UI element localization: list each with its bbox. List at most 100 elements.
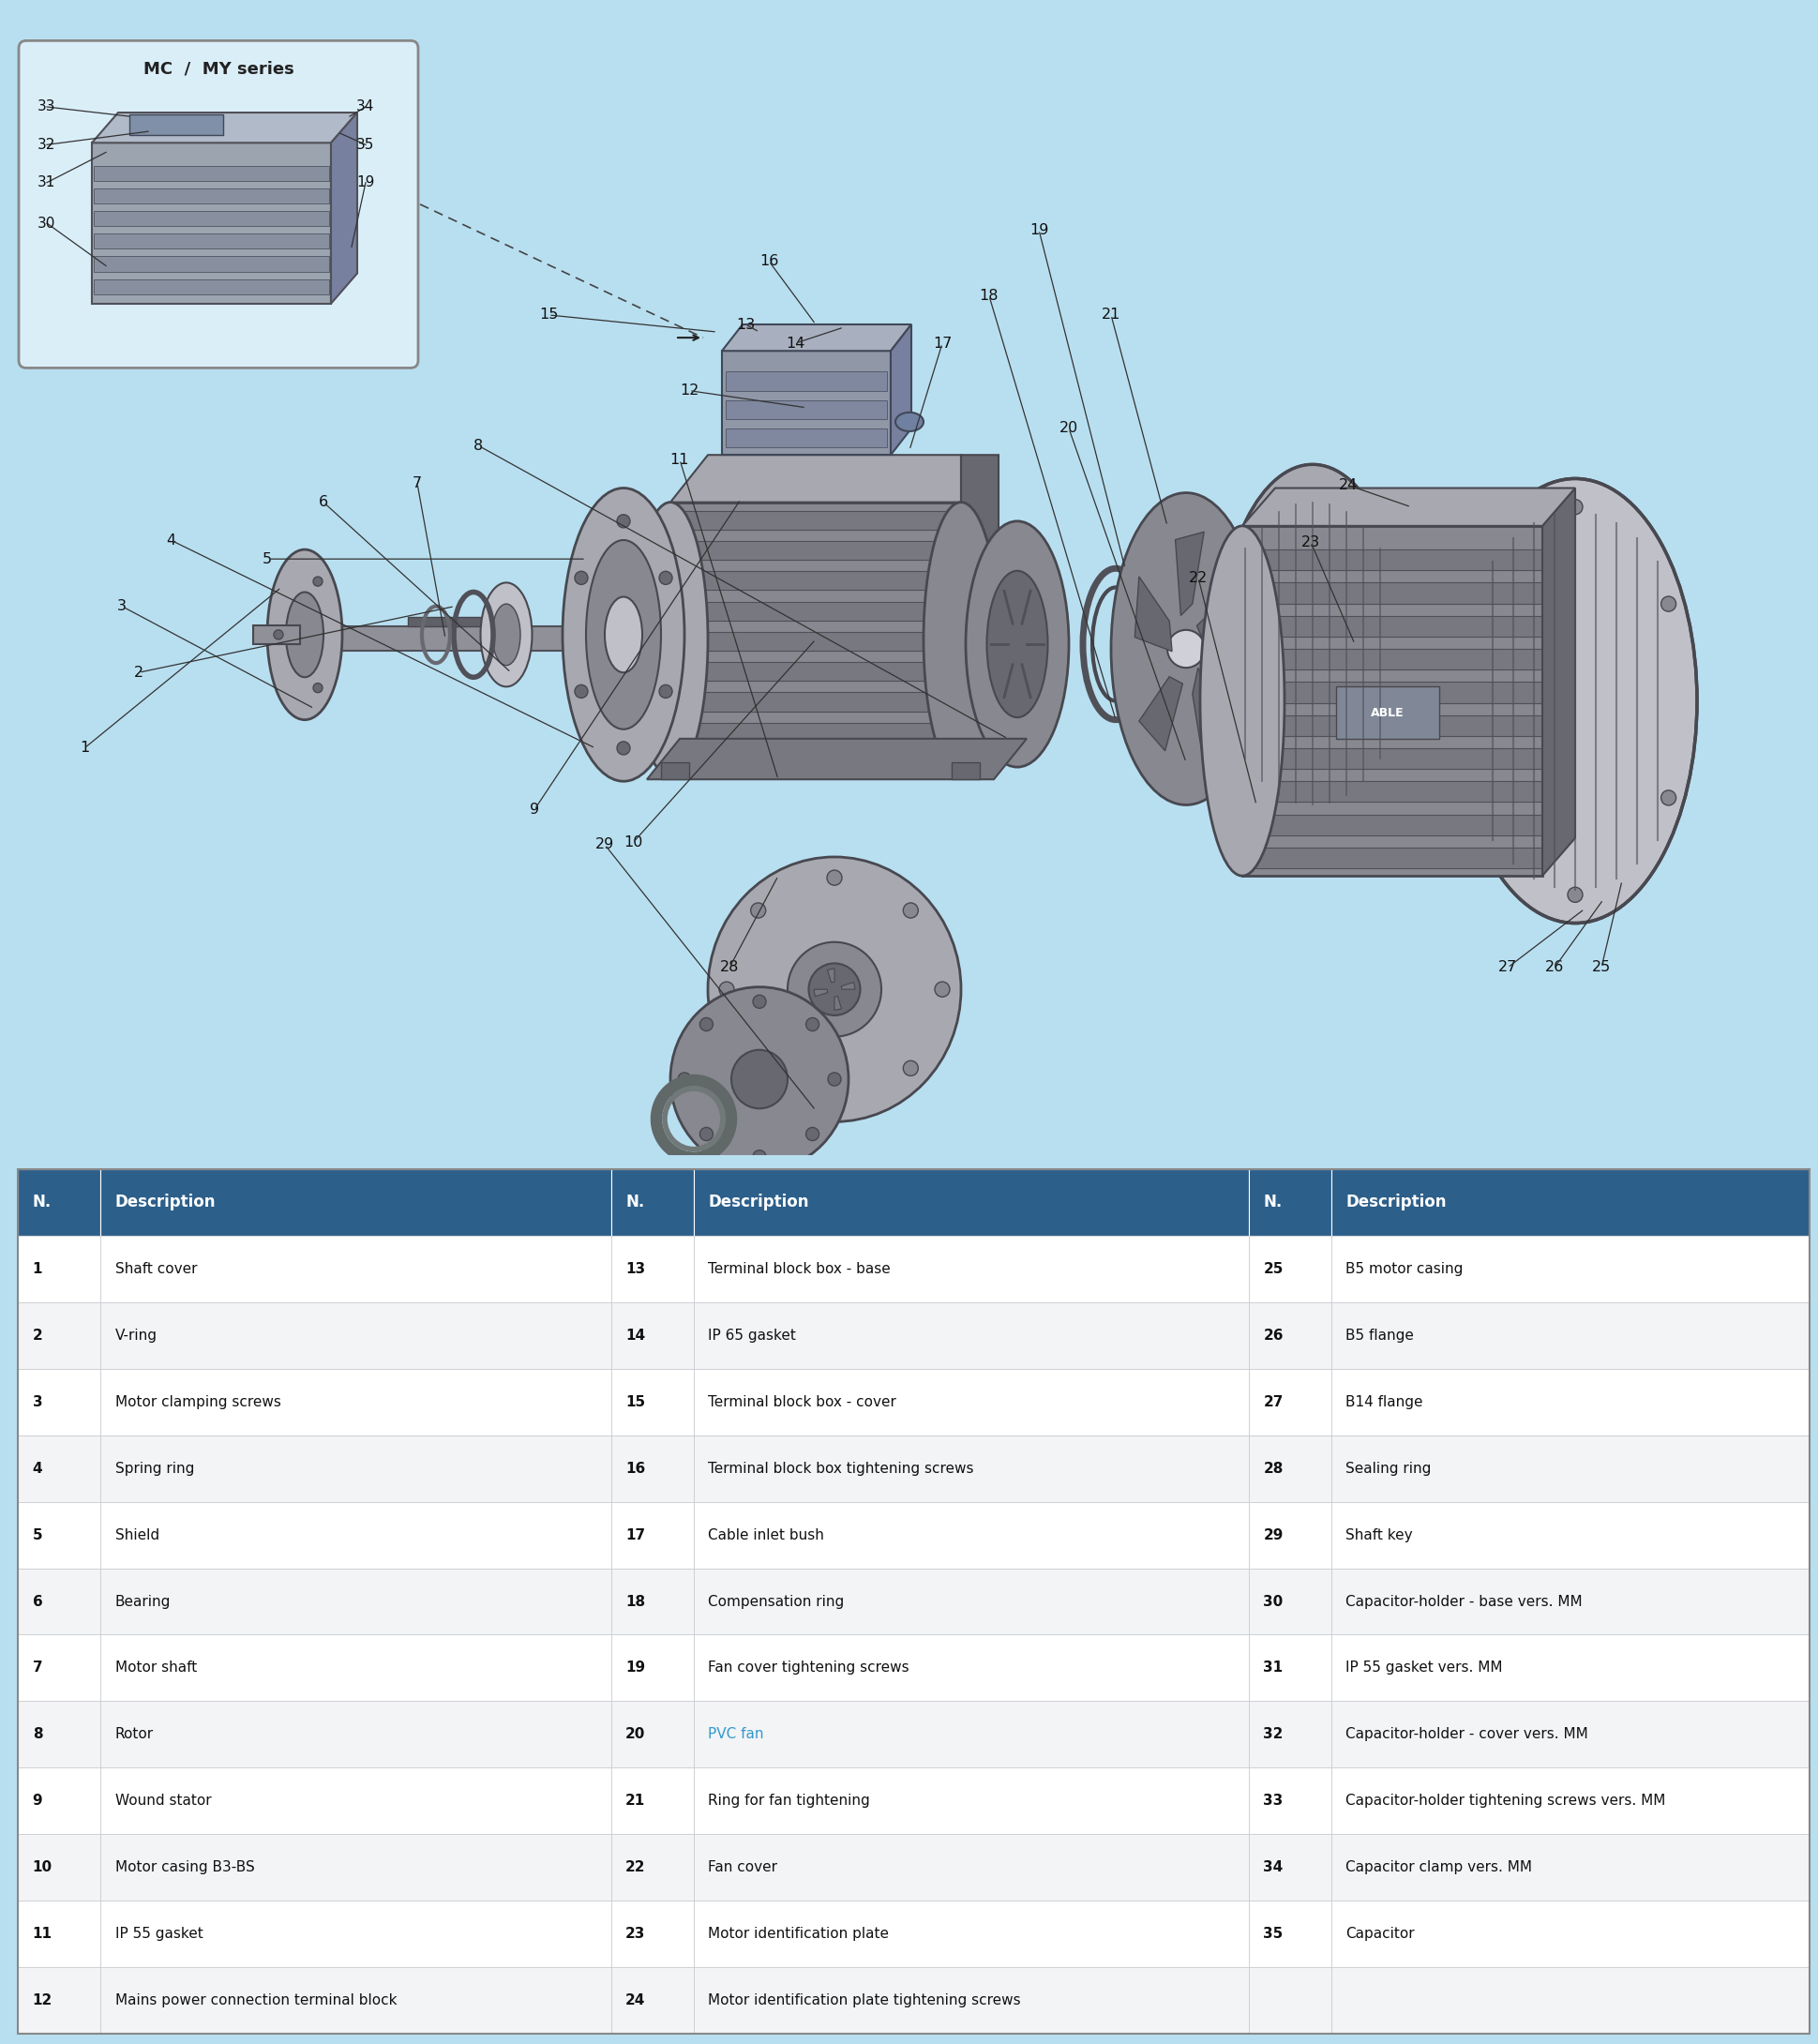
Ellipse shape [1218, 464, 1405, 842]
Bar [611, 1369, 693, 1435]
Bar [693, 1833, 1249, 1901]
Ellipse shape [894, 413, 924, 431]
Text: Sealing ring: Sealing ring [1345, 1461, 1431, 1476]
Text: 17: 17 [933, 337, 951, 350]
Text: Motor shaft: Motor shaft [115, 1662, 196, 1674]
Text: 22: 22 [625, 1860, 645, 1874]
Bar [667, 632, 964, 650]
Bar [93, 143, 331, 305]
Bar [1331, 1237, 1809, 1302]
Bar [100, 1237, 611, 1302]
Text: Compensation ring: Compensation ring [707, 1594, 844, 1609]
Text: 18: 18 [980, 288, 998, 303]
Bar [100, 1966, 611, 2034]
Bar [95, 188, 329, 202]
Ellipse shape [1111, 493, 1260, 805]
FancyBboxPatch shape [18, 41, 418, 368]
Text: 20: 20 [625, 1727, 645, 1741]
Text: 6: 6 [318, 495, 327, 509]
Bar [1249, 1568, 1331, 1635]
Circle shape [904, 1061, 918, 1075]
Bar [18, 1635, 100, 1701]
Text: Fan cover: Fan cover [707, 1860, 776, 1874]
Polygon shape [1134, 576, 1171, 652]
Text: IP 55 gasket vers. MM: IP 55 gasket vers. MM [1345, 1662, 1502, 1674]
Text: 16: 16 [758, 253, 778, 268]
Text: 9: 9 [33, 1795, 42, 1809]
Ellipse shape [707, 856, 960, 1122]
Text: 30: 30 [38, 217, 56, 231]
Bar [1331, 1169, 1809, 1237]
Bar [693, 1369, 1249, 1435]
Text: Cable inlet bush: Cable inlet bush [707, 1529, 824, 1541]
Circle shape [904, 903, 918, 918]
Text: 5: 5 [262, 552, 273, 566]
Text: 2: 2 [135, 666, 144, 679]
Text: B5 flange: B5 flange [1345, 1329, 1413, 1343]
Bar [333, 625, 671, 650]
Bar [671, 503, 960, 777]
Bar [100, 1502, 611, 1568]
Circle shape [700, 1018, 713, 1030]
Circle shape [658, 570, 673, 585]
Bar [1331, 1502, 1809, 1568]
Text: 23: 23 [1300, 536, 1320, 550]
Text: 33: 33 [38, 100, 56, 114]
Bar [693, 1701, 1249, 1768]
Bar [693, 1435, 1249, 1502]
Bar [18, 1901, 100, 1966]
Circle shape [574, 685, 587, 697]
Text: 19: 19 [1029, 223, 1047, 237]
Text: 33: 33 [1264, 1795, 1284, 1809]
Text: V-ring: V-ring [115, 1329, 156, 1343]
Text: ABLE: ABLE [1371, 707, 1403, 719]
Text: 2: 2 [33, 1329, 42, 1343]
Text: Fan cover tightening screws: Fan cover tightening screws [707, 1662, 909, 1674]
Text: 14: 14 [785, 337, 804, 350]
Bar [18, 1833, 100, 1901]
Circle shape [805, 1128, 818, 1141]
Text: N.: N. [625, 1194, 644, 1210]
Bar [18, 1966, 100, 2034]
Ellipse shape [1200, 525, 1284, 875]
Text: 13: 13 [625, 1261, 645, 1275]
Text: 7: 7 [413, 476, 422, 491]
Ellipse shape [987, 570, 1047, 717]
Text: Wound stator: Wound stator [115, 1795, 211, 1809]
Text: Mains power connection terminal block: Mains power connection terminal block [115, 1993, 396, 2007]
Text: MC  /  MY series: MC / MY series [144, 61, 295, 78]
Text: Terminal block box tightening screws: Terminal block box tightening screws [707, 1461, 973, 1476]
Bar [1249, 1966, 1331, 2034]
Bar [1238, 748, 1543, 769]
Text: 10: 10 [33, 1860, 53, 1874]
Bar [18, 1369, 100, 1435]
Bar [1249, 1833, 1331, 1901]
Ellipse shape [480, 583, 533, 687]
Bar [1249, 1369, 1331, 1435]
Polygon shape [891, 325, 911, 456]
Polygon shape [1196, 593, 1244, 648]
Text: Rotor: Rotor [115, 1727, 153, 1741]
Bar [1331, 1568, 1809, 1635]
Bar [667, 601, 964, 621]
Ellipse shape [671, 987, 847, 1171]
Bar [1336, 687, 1438, 738]
Text: 9: 9 [529, 803, 538, 818]
Text: 7: 7 [33, 1662, 42, 1674]
Text: 14: 14 [625, 1329, 645, 1343]
Circle shape [751, 1061, 765, 1075]
Polygon shape [834, 995, 842, 1010]
Bar [100, 1369, 611, 1435]
Text: 29: 29 [594, 838, 614, 852]
Bar [1249, 1701, 1331, 1768]
Bar [1238, 781, 1543, 801]
Bar [18, 1768, 100, 1833]
Bar [1249, 1635, 1331, 1701]
Ellipse shape [604, 597, 642, 672]
Bar [611, 1435, 693, 1502]
Text: 12: 12 [680, 384, 698, 399]
Bar [660, 762, 689, 779]
Circle shape [313, 576, 322, 587]
Bar [1331, 1901, 1809, 1966]
Circle shape [805, 1018, 818, 1030]
